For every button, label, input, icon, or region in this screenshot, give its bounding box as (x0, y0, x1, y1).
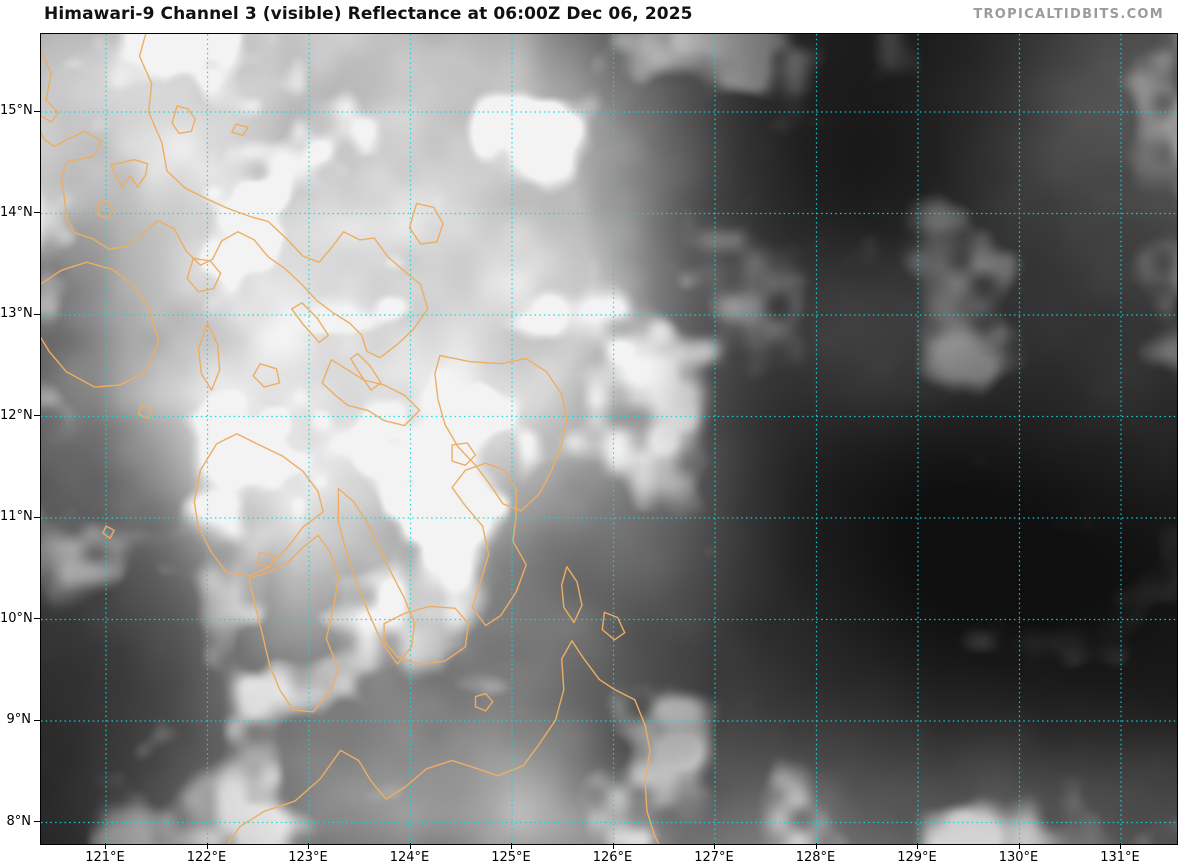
lat-tick-mark (34, 719, 40, 721)
lon-tick-mark (1120, 843, 1121, 849)
coastline-path (41, 49, 59, 123)
lon-tick-label: 130°E (998, 850, 1039, 865)
coastline-path (193, 433, 324, 577)
coastline-path (171, 105, 196, 134)
lat-tick-label: 9°N (6, 712, 32, 727)
lat-tick-mark (34, 516, 40, 518)
lon-tick-label: 126°E (592, 850, 633, 865)
coastline-path (248, 534, 340, 713)
lat-tick-label: 8°N (6, 813, 32, 829)
lon-tick-label: 129°E (897, 850, 937, 865)
lat-tick-label: 13°N (0, 306, 33, 321)
coastline-path (474, 692, 494, 712)
lon-tick-label: 131°E (1100, 850, 1140, 865)
coastline-path (226, 640, 660, 844)
coastline-path (256, 551, 276, 569)
lon-tick-label: 121°E (85, 850, 125, 865)
coastline-path (110, 159, 149, 188)
lat-tick-mark (34, 618, 40, 619)
lon-tick-label: 125°E (491, 850, 531, 865)
coastline-path (349, 352, 382, 391)
map-overlay (41, 34, 1177, 844)
lon-tick-mark (308, 843, 309, 849)
coastline-path (291, 302, 329, 344)
lon-tick-label: 128°E (795, 850, 836, 865)
coastline-path (337, 487, 416, 665)
lat-tick-mark (34, 821, 40, 822)
lat-tick-mark (34, 415, 40, 416)
latlon-gridlines (41, 34, 1177, 844)
lat-tick-mark (34, 313, 40, 315)
coastline-path (186, 257, 222, 293)
satellite-imagery (41, 34, 1177, 844)
coastline-path (383, 605, 470, 665)
lon-tick-label: 123°E (288, 850, 328, 865)
lat-tick-label: 12°N (0, 407, 33, 423)
lon-tick-mark (917, 843, 918, 849)
lat-tick-mark (34, 110, 40, 112)
coastlines (41, 34, 660, 844)
lon-tick-mark (815, 843, 817, 849)
lon-tick-mark (511, 843, 512, 849)
lon-tick-mark (714, 843, 715, 849)
lon-tick-label: 124°E (389, 850, 430, 865)
coastline-path (41, 261, 160, 388)
lon-tick-mark (612, 843, 614, 849)
satellite-map (40, 33, 1178, 845)
coastline-path (231, 123, 249, 136)
coastline-path (41, 34, 429, 359)
coastline-path (197, 322, 221, 391)
lat-tick-label: 11°N (0, 509, 33, 524)
lon-tick-mark (409, 843, 411, 849)
page-title: Himawari-9 Channel 3 (visible) Reflectan… (44, 4, 693, 24)
lat-tick-mark (34, 212, 40, 213)
lon-tick-mark (206, 843, 208, 849)
coastline-path (321, 359, 421, 427)
lat-tick-label: 14°N (0, 204, 33, 220)
coastline-path (561, 566, 583, 624)
lon-tick-label: 127°E (694, 850, 734, 865)
lon-tick-mark (105, 843, 106, 849)
lat-tick-label: 10°N (0, 610, 33, 626)
coastline-path (102, 525, 115, 539)
coastline-path (137, 403, 153, 420)
brand-watermark: TROPICALTIDBITS.COM (973, 7, 1164, 22)
coastline-path (408, 202, 444, 245)
lat-tick-label: 15°N (0, 103, 33, 118)
coastline-path (451, 462, 527, 627)
lon-tick-mark (1018, 843, 1020, 849)
coastline-path (601, 611, 626, 641)
coastline-path (252, 363, 281, 388)
lon-tick-label: 122°E (186, 850, 227, 865)
coastline-path (97, 200, 114, 220)
coastline-path (434, 354, 568, 512)
